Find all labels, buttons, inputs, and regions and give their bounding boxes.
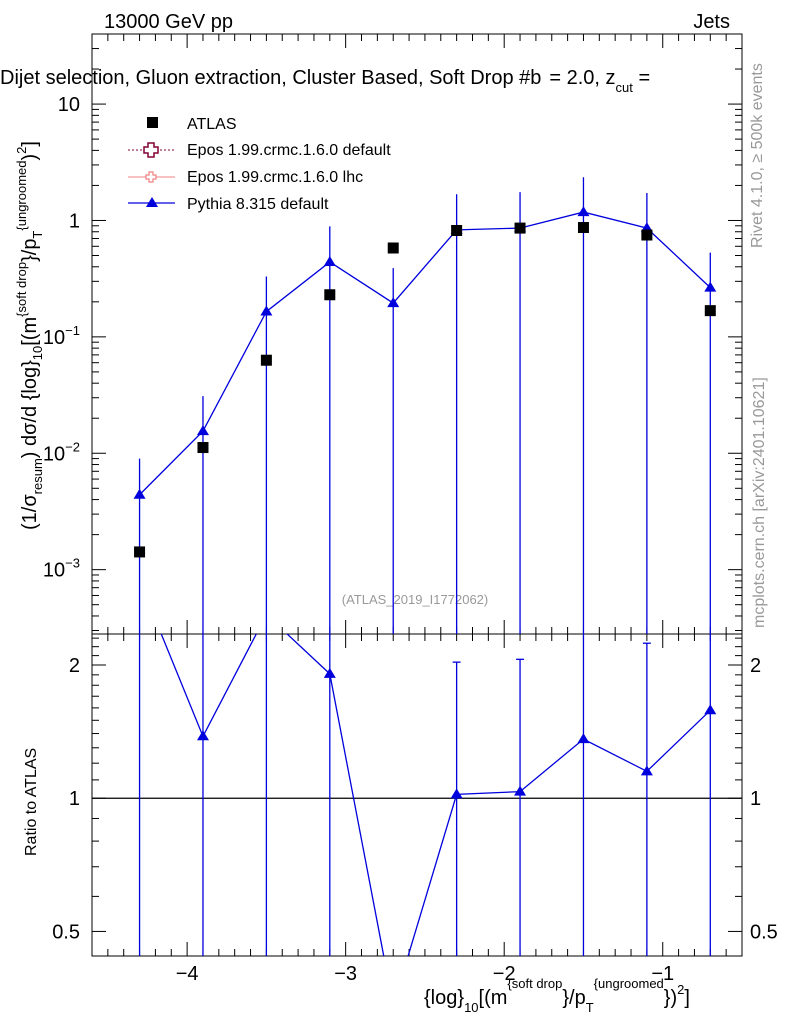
ratio-pythia-line — [160, 634, 711, 956]
ratio-y-tick-label-right: 1 — [750, 788, 761, 810]
header-right: Jets — [693, 11, 730, 33]
ratio-panel-frame — [91, 633, 743, 957]
pythia-point — [196, 425, 209, 436]
main-y-tick-label: 10−1 — [43, 323, 80, 349]
atlas-point — [134, 546, 146, 558]
legend-label-epos-default: Epos 1.99.crmc.1.6.0 default — [187, 142, 391, 159]
x-tick-label: −2 — [493, 963, 516, 985]
ratio-pythia-point — [196, 730, 209, 741]
legend-marker-pythia — [146, 197, 158, 207]
main-y-tick-label: 10−3 — [43, 556, 80, 582]
main-y-tick-label: 10 — [58, 94, 80, 116]
title-part-value: = 2.0, z — [549, 67, 615, 89]
x-axis-label: {log}10[(m{soft drop}/pT{ungroomed})2] — [424, 976, 690, 1015]
ratio-axis-ticks: −4 −3 −2 −1 0.5 0.5 1 1 2 2 — [52, 634, 778, 985]
pythia-point — [133, 488, 146, 499]
pythia-point — [323, 255, 336, 266]
main-data-layer — [133, 177, 717, 634]
ratio-y-tick-label-right: 2 — [750, 655, 761, 677]
atlas-point — [641, 229, 653, 241]
pythia-line — [139, 211, 711, 496]
ratio-pythia-point — [387, 1000, 399, 1010]
legend-label-epos-lhc: Epos 1.99.crmc.1.6.0 lhc — [187, 169, 363, 186]
x-tick-label: −1 — [651, 963, 674, 985]
ratio-pythia-point — [704, 704, 717, 715]
main-y-tick-label: 10−2 — [43, 439, 80, 465]
atlas-point — [324, 289, 336, 301]
ratio-y-tick-label: 0.5 — [52, 921, 80, 943]
atlas-point — [704, 305, 716, 317]
atlas-point — [387, 242, 399, 254]
pythia-point — [577, 206, 590, 217]
ratio-pythia-point — [640, 765, 653, 776]
title-part-end: = — [633, 67, 650, 89]
ratio-pythia-point — [323, 667, 336, 678]
ratio-data-layer — [92, 634, 742, 1010]
atlas-point — [577, 222, 589, 234]
title-part-sub: cut — [616, 80, 634, 95]
atlas-point — [260, 354, 272, 366]
mcplots-label: mcplots.cern.ch [arXiv:2401.10621] — [751, 377, 768, 628]
analysis-watermark: (ATLAS_2019_I1772062) — [342, 592, 488, 607]
ratio-pythia-point — [577, 733, 590, 744]
legend-marker-atlas — [147, 117, 158, 128]
pythia-point — [387, 297, 400, 308]
legend-marker-epos-lhc — [145, 171, 157, 183]
ratio-y-axis-label: Ratio to ATLAS — [23, 748, 40, 856]
legend-label-atlas: ATLAS — [187, 116, 237, 133]
ratio-y-tick-label-right: 0.5 — [750, 921, 778, 943]
ratio-y-tick-label: 1 — [69, 788, 80, 810]
main-axis-ticks: 10−3 10−2 10−1 1 10 — [43, 33, 743, 634]
main-y-tick-label: 1 — [69, 210, 80, 232]
rivet-label: Rivet 4.1.0, ≥ 500k events — [749, 63, 766, 248]
x-tick-label: −4 — [176, 963, 199, 985]
x-tick-label: −3 — [334, 963, 357, 985]
ratio-pythia-point — [514, 785, 527, 796]
legend-label-pythia: Pythia 8.315 default — [187, 196, 329, 213]
legend: ATLAS Epos 1.99.crmc.1.6.0 default Epos … — [128, 116, 391, 213]
atlas-point — [197, 442, 209, 454]
legend-marker-epos-default — [143, 142, 159, 158]
pythia-point — [704, 281, 717, 292]
main-y-axis-label: (1/σresum) dσ/d {log}10[(m{soft drop}/pT… — [14, 141, 45, 530]
ratio-y-tick-label: 2 — [69, 655, 80, 677]
atlas-point — [451, 225, 463, 237]
ratio-pythia-point — [450, 788, 463, 799]
atlas-point — [514, 222, 526, 234]
title-part-main: Dijet selection, Gluon extraction, Clust… — [0, 67, 541, 89]
pythia-point — [260, 305, 273, 316]
plot-title: Dijet selection, Gluon extraction, Clust… — [0, 67, 650, 95]
header-left: 13000 GeV pp — [104, 11, 233, 33]
